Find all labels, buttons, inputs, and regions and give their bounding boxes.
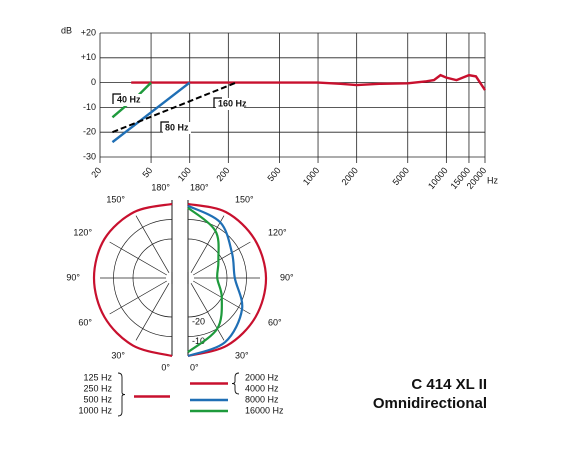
spoke <box>109 241 167 276</box>
annotation-box <box>216 98 244 110</box>
r-tick-label: -10 <box>192 336 205 346</box>
annotation-bracket <box>213 97 222 108</box>
angle-label: 120° <box>73 227 92 237</box>
x-tick-label: 20 <box>89 165 103 179</box>
annotation-bracket <box>112 93 121 104</box>
x-tick-label: 5000 <box>391 165 412 187</box>
angle-label: 150° <box>235 194 254 204</box>
legend-label: 250 Hz <box>83 383 112 393</box>
annotation: 160 Hz <box>218 98 247 108</box>
legend-label: 1000 Hz <box>78 405 112 415</box>
angle-label: 90° <box>280 272 294 282</box>
angle-label: 180° <box>151 182 170 192</box>
response-line <box>131 73 486 91</box>
spoke <box>135 215 170 273</box>
polar-line <box>92 202 173 358</box>
annotation-bracket <box>160 121 169 132</box>
legend-label: 2000 Hz <box>245 372 279 382</box>
annotation-box <box>115 94 143 106</box>
annotation: 80 Hz <box>165 122 189 132</box>
angle-label: 150° <box>106 194 125 204</box>
x-tick-label: 10000 <box>426 165 450 191</box>
r-tick-label: -20 <box>192 316 205 326</box>
model-name: C 414 XL II <box>411 376 487 393</box>
angle-label: 90° <box>66 272 80 282</box>
angle-label: 120° <box>268 227 287 237</box>
spoke <box>109 280 167 315</box>
angle-label: 180° <box>190 182 209 192</box>
x-tick-label: 1000 <box>301 165 322 187</box>
angle-label: 60° <box>268 317 282 327</box>
annotation-box <box>163 122 191 134</box>
polar-line <box>187 206 223 353</box>
legend-label: 8000 Hz <box>245 394 279 404</box>
polar-line <box>187 202 268 358</box>
x-axis-label: Hz <box>487 175 498 185</box>
angle-label: 0° <box>190 362 199 372</box>
spoke <box>135 283 170 341</box>
y-tick-label: 0 <box>91 77 96 87</box>
angle-label: 30° <box>235 350 249 360</box>
y-tick-label: +10 <box>81 52 96 62</box>
pattern-name: Omnidirectional <box>373 395 487 412</box>
angle-label: 60° <box>78 317 92 327</box>
spoke <box>193 241 251 276</box>
y-tick-label: -30 <box>83 151 96 161</box>
spoke <box>190 215 225 273</box>
angle-label: 30° <box>111 350 125 360</box>
x-tick-label: 50 <box>140 165 154 179</box>
response-line <box>112 81 237 134</box>
legend-brace <box>231 372 240 395</box>
legend-label: 4000 Hz <box>245 383 279 393</box>
x-tick-label: 100 <box>176 165 193 183</box>
x-tick-label: 200 <box>214 165 231 183</box>
response-line <box>111 81 191 144</box>
legend-label: 16000 Hz <box>245 405 284 415</box>
y-axis-label: dB <box>61 25 72 35</box>
angle-label: 0° <box>161 362 170 372</box>
y-tick-label: -20 <box>83 127 96 137</box>
legend-label: 500 Hz <box>83 394 112 404</box>
x-tick-label: 2000 <box>339 165 360 187</box>
polar-line <box>187 204 244 358</box>
y-tick-label: +20 <box>81 27 96 37</box>
x-tick-label: 500 <box>265 165 282 183</box>
legend-label: 125 Hz <box>83 372 112 382</box>
legend-brace <box>117 372 126 417</box>
annotation: 40 Hz <box>117 94 141 104</box>
y-tick-label: -10 <box>83 102 96 112</box>
spoke <box>190 283 225 341</box>
